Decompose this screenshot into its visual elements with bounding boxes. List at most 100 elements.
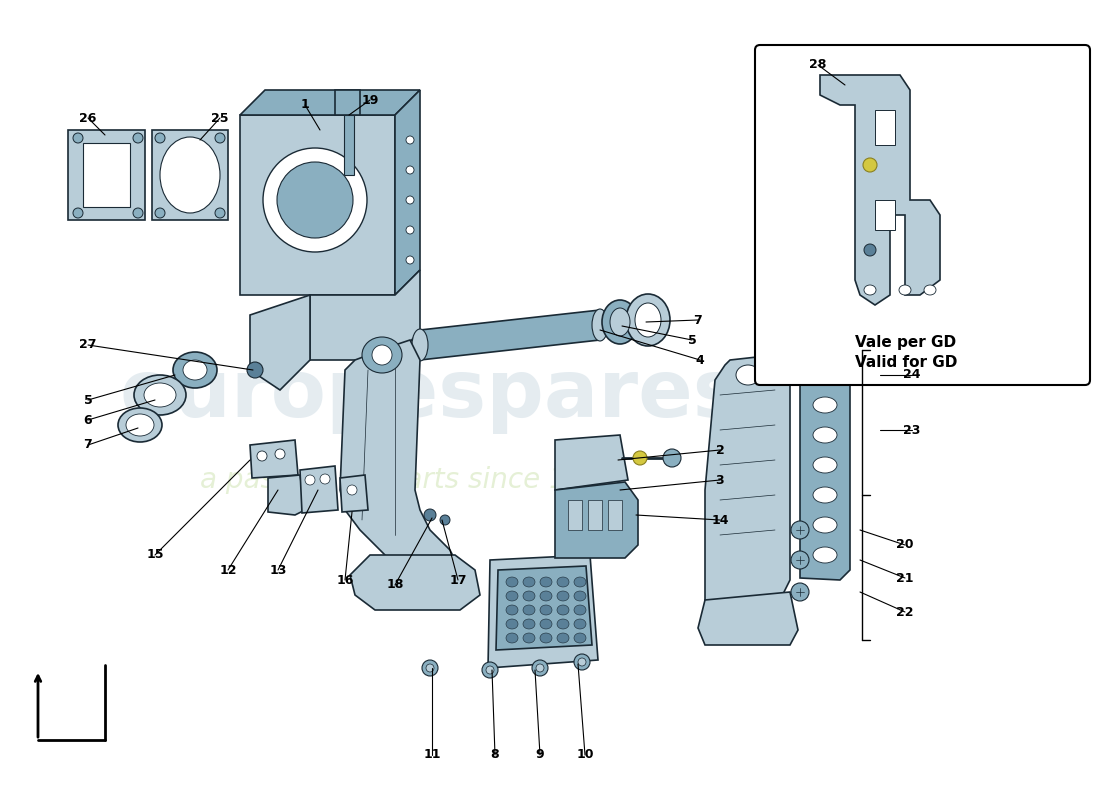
Ellipse shape bbox=[522, 605, 535, 615]
Ellipse shape bbox=[155, 208, 165, 218]
Ellipse shape bbox=[263, 148, 367, 252]
Ellipse shape bbox=[626, 294, 670, 346]
Ellipse shape bbox=[155, 133, 165, 143]
Ellipse shape bbox=[320, 474, 330, 484]
Ellipse shape bbox=[506, 577, 518, 587]
Ellipse shape bbox=[540, 633, 552, 643]
Ellipse shape bbox=[574, 619, 586, 629]
Text: 23: 23 bbox=[903, 423, 921, 437]
Polygon shape bbox=[268, 475, 305, 515]
Ellipse shape bbox=[522, 619, 535, 629]
Ellipse shape bbox=[557, 591, 569, 601]
Ellipse shape bbox=[592, 309, 608, 341]
Text: 9: 9 bbox=[536, 749, 544, 762]
Polygon shape bbox=[556, 482, 638, 558]
Text: 14: 14 bbox=[712, 514, 728, 526]
Text: Vale per GD: Vale per GD bbox=[855, 335, 956, 350]
Polygon shape bbox=[310, 270, 420, 360]
Ellipse shape bbox=[813, 367, 837, 383]
Polygon shape bbox=[874, 110, 895, 145]
Ellipse shape bbox=[574, 591, 586, 601]
Text: a passion for parts since 1985: a passion for parts since 1985 bbox=[200, 466, 619, 494]
Ellipse shape bbox=[899, 285, 911, 295]
Ellipse shape bbox=[791, 583, 808, 601]
Ellipse shape bbox=[602, 300, 638, 344]
Ellipse shape bbox=[422, 660, 438, 676]
Text: 28: 28 bbox=[810, 58, 827, 71]
Text: 24: 24 bbox=[903, 369, 921, 382]
Text: 16: 16 bbox=[337, 574, 354, 586]
Text: 7: 7 bbox=[694, 314, 703, 326]
Ellipse shape bbox=[426, 664, 434, 672]
FancyBboxPatch shape bbox=[755, 45, 1090, 385]
Text: 21: 21 bbox=[896, 571, 914, 585]
Ellipse shape bbox=[214, 133, 225, 143]
Ellipse shape bbox=[372, 345, 392, 365]
Text: 1: 1 bbox=[300, 98, 309, 111]
Ellipse shape bbox=[813, 547, 837, 563]
Ellipse shape bbox=[406, 196, 414, 204]
Polygon shape bbox=[82, 143, 130, 207]
Ellipse shape bbox=[791, 521, 808, 539]
Polygon shape bbox=[698, 592, 798, 645]
Polygon shape bbox=[420, 310, 600, 360]
Ellipse shape bbox=[864, 244, 876, 256]
Ellipse shape bbox=[864, 285, 876, 295]
Text: 5: 5 bbox=[688, 334, 696, 346]
Bar bbox=[588, 500, 602, 530]
Text: 6: 6 bbox=[84, 414, 92, 426]
Ellipse shape bbox=[924, 285, 936, 295]
Ellipse shape bbox=[305, 475, 315, 485]
Text: 5: 5 bbox=[84, 394, 92, 406]
Ellipse shape bbox=[574, 633, 586, 643]
Ellipse shape bbox=[160, 137, 220, 213]
Ellipse shape bbox=[144, 383, 176, 407]
Ellipse shape bbox=[864, 158, 877, 172]
Polygon shape bbox=[488, 555, 598, 668]
Text: 13: 13 bbox=[270, 563, 287, 577]
Ellipse shape bbox=[557, 605, 569, 615]
Ellipse shape bbox=[134, 375, 186, 415]
Ellipse shape bbox=[73, 133, 82, 143]
Text: 4: 4 bbox=[695, 354, 704, 366]
Polygon shape bbox=[240, 115, 395, 295]
Ellipse shape bbox=[406, 136, 414, 144]
Text: 12: 12 bbox=[219, 563, 236, 577]
Text: 3: 3 bbox=[716, 474, 724, 486]
Text: 18: 18 bbox=[386, 578, 404, 591]
Ellipse shape bbox=[506, 619, 518, 629]
Ellipse shape bbox=[522, 591, 535, 601]
Polygon shape bbox=[800, 350, 850, 580]
Ellipse shape bbox=[482, 662, 498, 678]
Ellipse shape bbox=[813, 397, 837, 413]
Bar bbox=[568, 500, 582, 530]
Text: 22: 22 bbox=[896, 606, 914, 618]
Ellipse shape bbox=[277, 162, 353, 238]
Ellipse shape bbox=[506, 633, 518, 643]
Ellipse shape bbox=[540, 591, 552, 601]
Polygon shape bbox=[152, 130, 228, 220]
Ellipse shape bbox=[791, 551, 808, 569]
Ellipse shape bbox=[813, 517, 837, 533]
Polygon shape bbox=[250, 440, 298, 478]
Ellipse shape bbox=[183, 360, 207, 380]
Ellipse shape bbox=[440, 515, 450, 525]
Text: 19: 19 bbox=[361, 94, 378, 106]
Ellipse shape bbox=[173, 352, 217, 388]
Polygon shape bbox=[556, 435, 628, 490]
Ellipse shape bbox=[362, 337, 402, 373]
Polygon shape bbox=[874, 200, 895, 230]
Ellipse shape bbox=[248, 362, 263, 378]
Ellipse shape bbox=[635, 303, 661, 337]
Text: 7: 7 bbox=[84, 438, 92, 451]
Polygon shape bbox=[336, 90, 360, 115]
Ellipse shape bbox=[540, 605, 552, 615]
Polygon shape bbox=[820, 75, 940, 305]
Text: 15: 15 bbox=[146, 549, 164, 562]
Ellipse shape bbox=[406, 226, 414, 234]
Ellipse shape bbox=[557, 577, 569, 587]
Ellipse shape bbox=[813, 457, 837, 473]
Ellipse shape bbox=[557, 633, 569, 643]
Ellipse shape bbox=[522, 577, 535, 587]
Ellipse shape bbox=[574, 577, 586, 587]
